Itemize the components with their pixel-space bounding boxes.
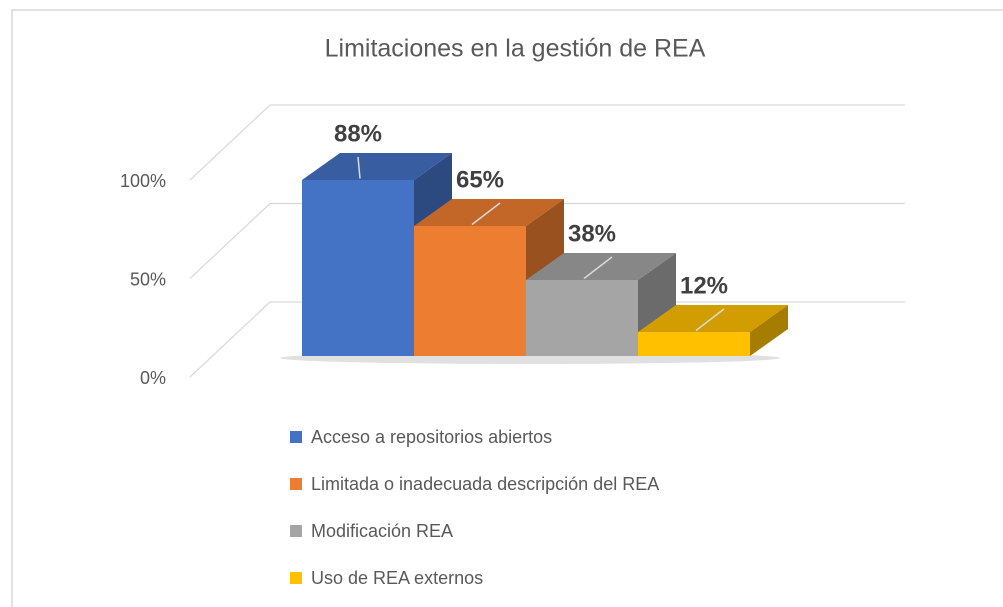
legend-swatch [290, 525, 302, 537]
data-label: 88% [334, 120, 382, 147]
chart-title: Limitaciones en la gestión de REA [325, 35, 706, 63]
grid-line [189, 104, 905, 181]
bar-top [302, 153, 452, 180]
y-tick-label: 0% [140, 368, 166, 388]
legend-label: Modificación REA [311, 521, 453, 541]
chart-frame [11, 9, 1003, 607]
data-label: 38% [568, 220, 616, 247]
y-tick-label: 50% [130, 269, 166, 289]
legend-swatch [290, 478, 302, 490]
legend-label: Acceso a repositorios abiertos [311, 427, 552, 447]
leader-line [357, 156, 361, 179]
legend-swatch [290, 431, 302, 443]
leader-line [471, 202, 501, 226]
bar [302, 180, 414, 356]
bar [414, 226, 526, 356]
leader-line [695, 308, 725, 332]
y-tick-label: 100% [120, 171, 166, 191]
bar [526, 280, 638, 356]
bar-top [414, 199, 564, 226]
legend-label: Uso de REA externos [311, 568, 483, 588]
bar [638, 332, 750, 356]
grid-line [189, 202, 905, 279]
leader-line [583, 256, 613, 280]
data-label: 12% [680, 272, 728, 299]
legend-swatch [290, 572, 302, 584]
bar-top [526, 253, 676, 280]
legend-label: Limitada o inadecuada descripción del RE… [311, 474, 659, 494]
bar-side [750, 305, 788, 356]
grid-line [189, 301, 905, 378]
data-label: 65% [456, 166, 504, 193]
bar-top [638, 305, 788, 332]
bar-group [638, 305, 788, 356]
